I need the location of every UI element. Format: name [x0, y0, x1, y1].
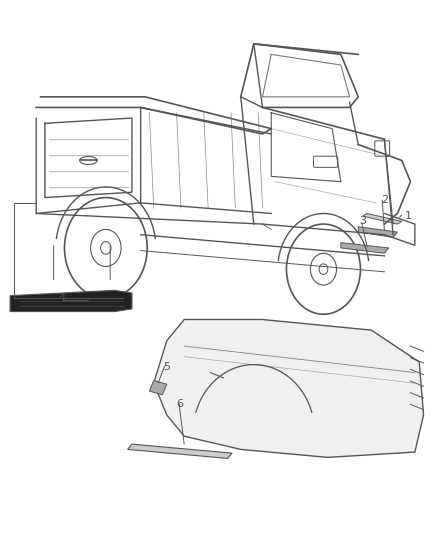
Polygon shape: [127, 444, 232, 458]
Text: 2: 2: [381, 195, 388, 205]
Polygon shape: [10, 290, 132, 312]
Text: 3: 3: [359, 216, 366, 227]
Polygon shape: [363, 214, 402, 224]
Polygon shape: [154, 319, 424, 457]
Polygon shape: [149, 381, 167, 395]
Text: 6: 6: [177, 399, 184, 409]
Polygon shape: [341, 243, 389, 253]
Text: 1: 1: [405, 211, 412, 221]
Text: 5: 5: [163, 362, 170, 372]
Polygon shape: [358, 227, 397, 237]
Text: 4: 4: [59, 293, 66, 303]
